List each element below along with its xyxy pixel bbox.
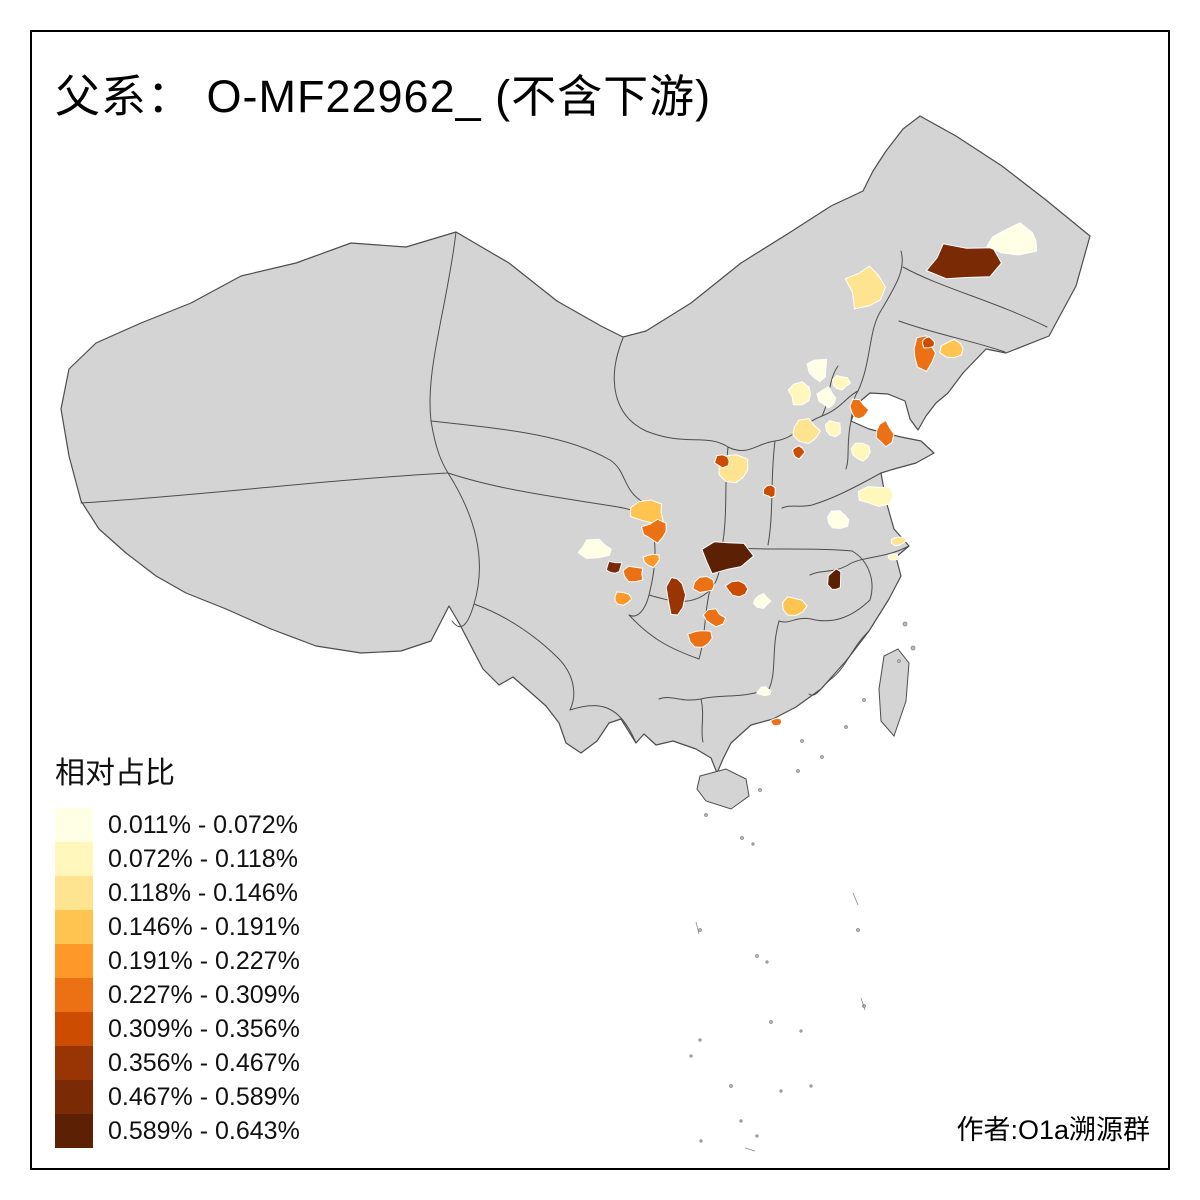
legend-row: 0.146% - 0.191% bbox=[55, 910, 300, 944]
map-region bbox=[887, 553, 898, 561]
map-region bbox=[702, 608, 727, 628]
map-region bbox=[850, 442, 871, 462]
map-region bbox=[792, 445, 806, 460]
map-region bbox=[875, 419, 895, 448]
colored-regions bbox=[577, 222, 1038, 727]
legend-row: 0.356% - 0.467% bbox=[55, 1046, 300, 1080]
legend-swatch bbox=[55, 842, 93, 876]
map-frame bbox=[30, 30, 1170, 1170]
legend-label: 0.072% - 0.118% bbox=[108, 844, 298, 873]
legend-swatch bbox=[55, 1012, 93, 1046]
map-region bbox=[770, 717, 783, 727]
map-region bbox=[925, 243, 1002, 280]
map-region bbox=[787, 381, 811, 406]
legend-row: 0.227% - 0.309% bbox=[55, 978, 300, 1012]
map-region bbox=[844, 265, 887, 310]
map-region bbox=[824, 420, 841, 438]
legend-label: 0.191% - 0.227% bbox=[108, 946, 300, 975]
map-region bbox=[939, 339, 964, 359]
legend-swatch bbox=[55, 1046, 93, 1080]
legend-swatch bbox=[55, 978, 93, 1012]
map-region bbox=[827, 510, 850, 529]
legend-row: 0.309% - 0.356% bbox=[55, 1012, 300, 1046]
legend-label: 0.309% - 0.356% bbox=[108, 1014, 300, 1043]
map-region bbox=[816, 386, 837, 409]
legend: 相对占比 0.011% - 0.072% 0.072% - 0.118% 0.118… bbox=[55, 748, 300, 1148]
map-region bbox=[890, 536, 907, 547]
map-region bbox=[714, 454, 730, 469]
legend-swatch bbox=[55, 910, 93, 944]
page-title: 父系： O-MF22962_ (不含下游) bbox=[55, 71, 712, 122]
map-region bbox=[922, 336, 935, 349]
map-region bbox=[857, 486, 894, 507]
legend-row: 0.011% - 0.072% bbox=[55, 808, 300, 842]
map-region bbox=[642, 553, 660, 568]
map-region bbox=[792, 418, 821, 444]
legend-label: 0.146% - 0.191% bbox=[108, 912, 300, 941]
legend-label: 0.011% - 0.072% bbox=[108, 810, 298, 839]
hainan-island bbox=[696, 768, 750, 810]
legend-row: 0.589% - 0.643% bbox=[55, 1114, 300, 1148]
legend-swatch bbox=[55, 944, 93, 978]
legend-label: 0.227% - 0.309% bbox=[108, 980, 300, 1009]
map-region bbox=[605, 560, 623, 574]
legend-swatch bbox=[55, 1114, 93, 1148]
map-region bbox=[692, 576, 715, 593]
map-region bbox=[752, 593, 772, 609]
map-region bbox=[832, 375, 851, 391]
legend-label: 0.356% - 0.467% bbox=[108, 1048, 300, 1077]
map-region bbox=[622, 565, 644, 583]
legend-swatch bbox=[55, 876, 93, 910]
map-region bbox=[849, 398, 870, 420]
map-region bbox=[665, 577, 687, 616]
map-region bbox=[782, 596, 808, 616]
small-islets bbox=[689, 621, 916, 1152]
map-region bbox=[827, 568, 842, 590]
map-region bbox=[687, 630, 713, 648]
legend-label: 0.118% - 0.146% bbox=[108, 878, 298, 907]
map-region bbox=[806, 359, 828, 383]
map-region bbox=[640, 518, 667, 544]
legend-rows: 0.011% - 0.072% 0.072% - 0.118% 0.118% - 0… bbox=[55, 808, 300, 1148]
attribution-text: 作者:O1a溯源群 bbox=[956, 1115, 1150, 1145]
legend-swatch bbox=[55, 808, 93, 842]
map-region bbox=[614, 591, 633, 606]
taiwan-island bbox=[878, 648, 910, 737]
map-region bbox=[763, 484, 776, 499]
legend-row: 0.072% - 0.118% bbox=[55, 842, 300, 876]
legend-swatch bbox=[55, 1080, 93, 1114]
legend-label: 0.467% - 0.589% bbox=[108, 1082, 300, 1111]
map-region bbox=[701, 541, 755, 575]
map-region bbox=[724, 580, 749, 598]
map-region bbox=[756, 686, 772, 696]
legend-label: 0.589% - 0.643% bbox=[108, 1116, 300, 1145]
islands bbox=[696, 648, 910, 810]
legend-row: 0.118% - 0.146% bbox=[55, 876, 300, 910]
map-region bbox=[577, 538, 612, 559]
legend-row: 0.191% - 0.227% bbox=[55, 944, 300, 978]
legend-row: 0.467% - 0.589% bbox=[55, 1080, 300, 1114]
map-region bbox=[986, 222, 1038, 256]
legend-title: 相对占比 bbox=[55, 757, 175, 790]
